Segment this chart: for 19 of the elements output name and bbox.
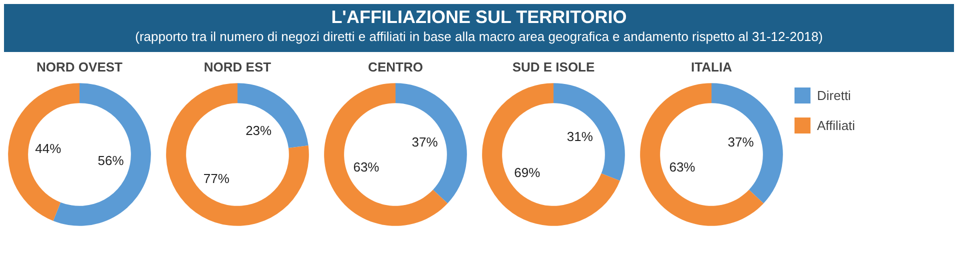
chart-title: NORD OVEST: [36, 60, 123, 74]
data-label: 23%: [246, 123, 272, 138]
data-label: 69%: [514, 164, 541, 180]
data-label: 56%: [98, 152, 124, 168]
legend-label: Diretti: [817, 88, 851, 102]
data-label: 77%: [203, 170, 230, 186]
text: (rapporto tra il numero di negozi diretti e affiliati in base alla macro area geografica e andamento rispetto al 31-12-2018): [134, 28, 824, 45]
chart-title: CENTRO: [368, 60, 423, 74]
data-label: 63%: [353, 160, 380, 175]
data-label: 44%: [35, 141, 62, 156]
data-label: 37%: [412, 134, 438, 150]
data-label: 31%: [566, 129, 594, 144]
text: L'AFFILIAZIONE SUL TERRITORIO: [330, 6, 628, 28]
legend-label: Affiliati: [817, 118, 856, 132]
data-label: 37%: [728, 134, 754, 150]
chart-title: SUD E ISOLE: [512, 60, 596, 74]
chart-title: ITALIA: [691, 60, 733, 74]
data-label: 63%: [669, 160, 696, 175]
chart-title: NORD EST: [204, 60, 272, 74]
